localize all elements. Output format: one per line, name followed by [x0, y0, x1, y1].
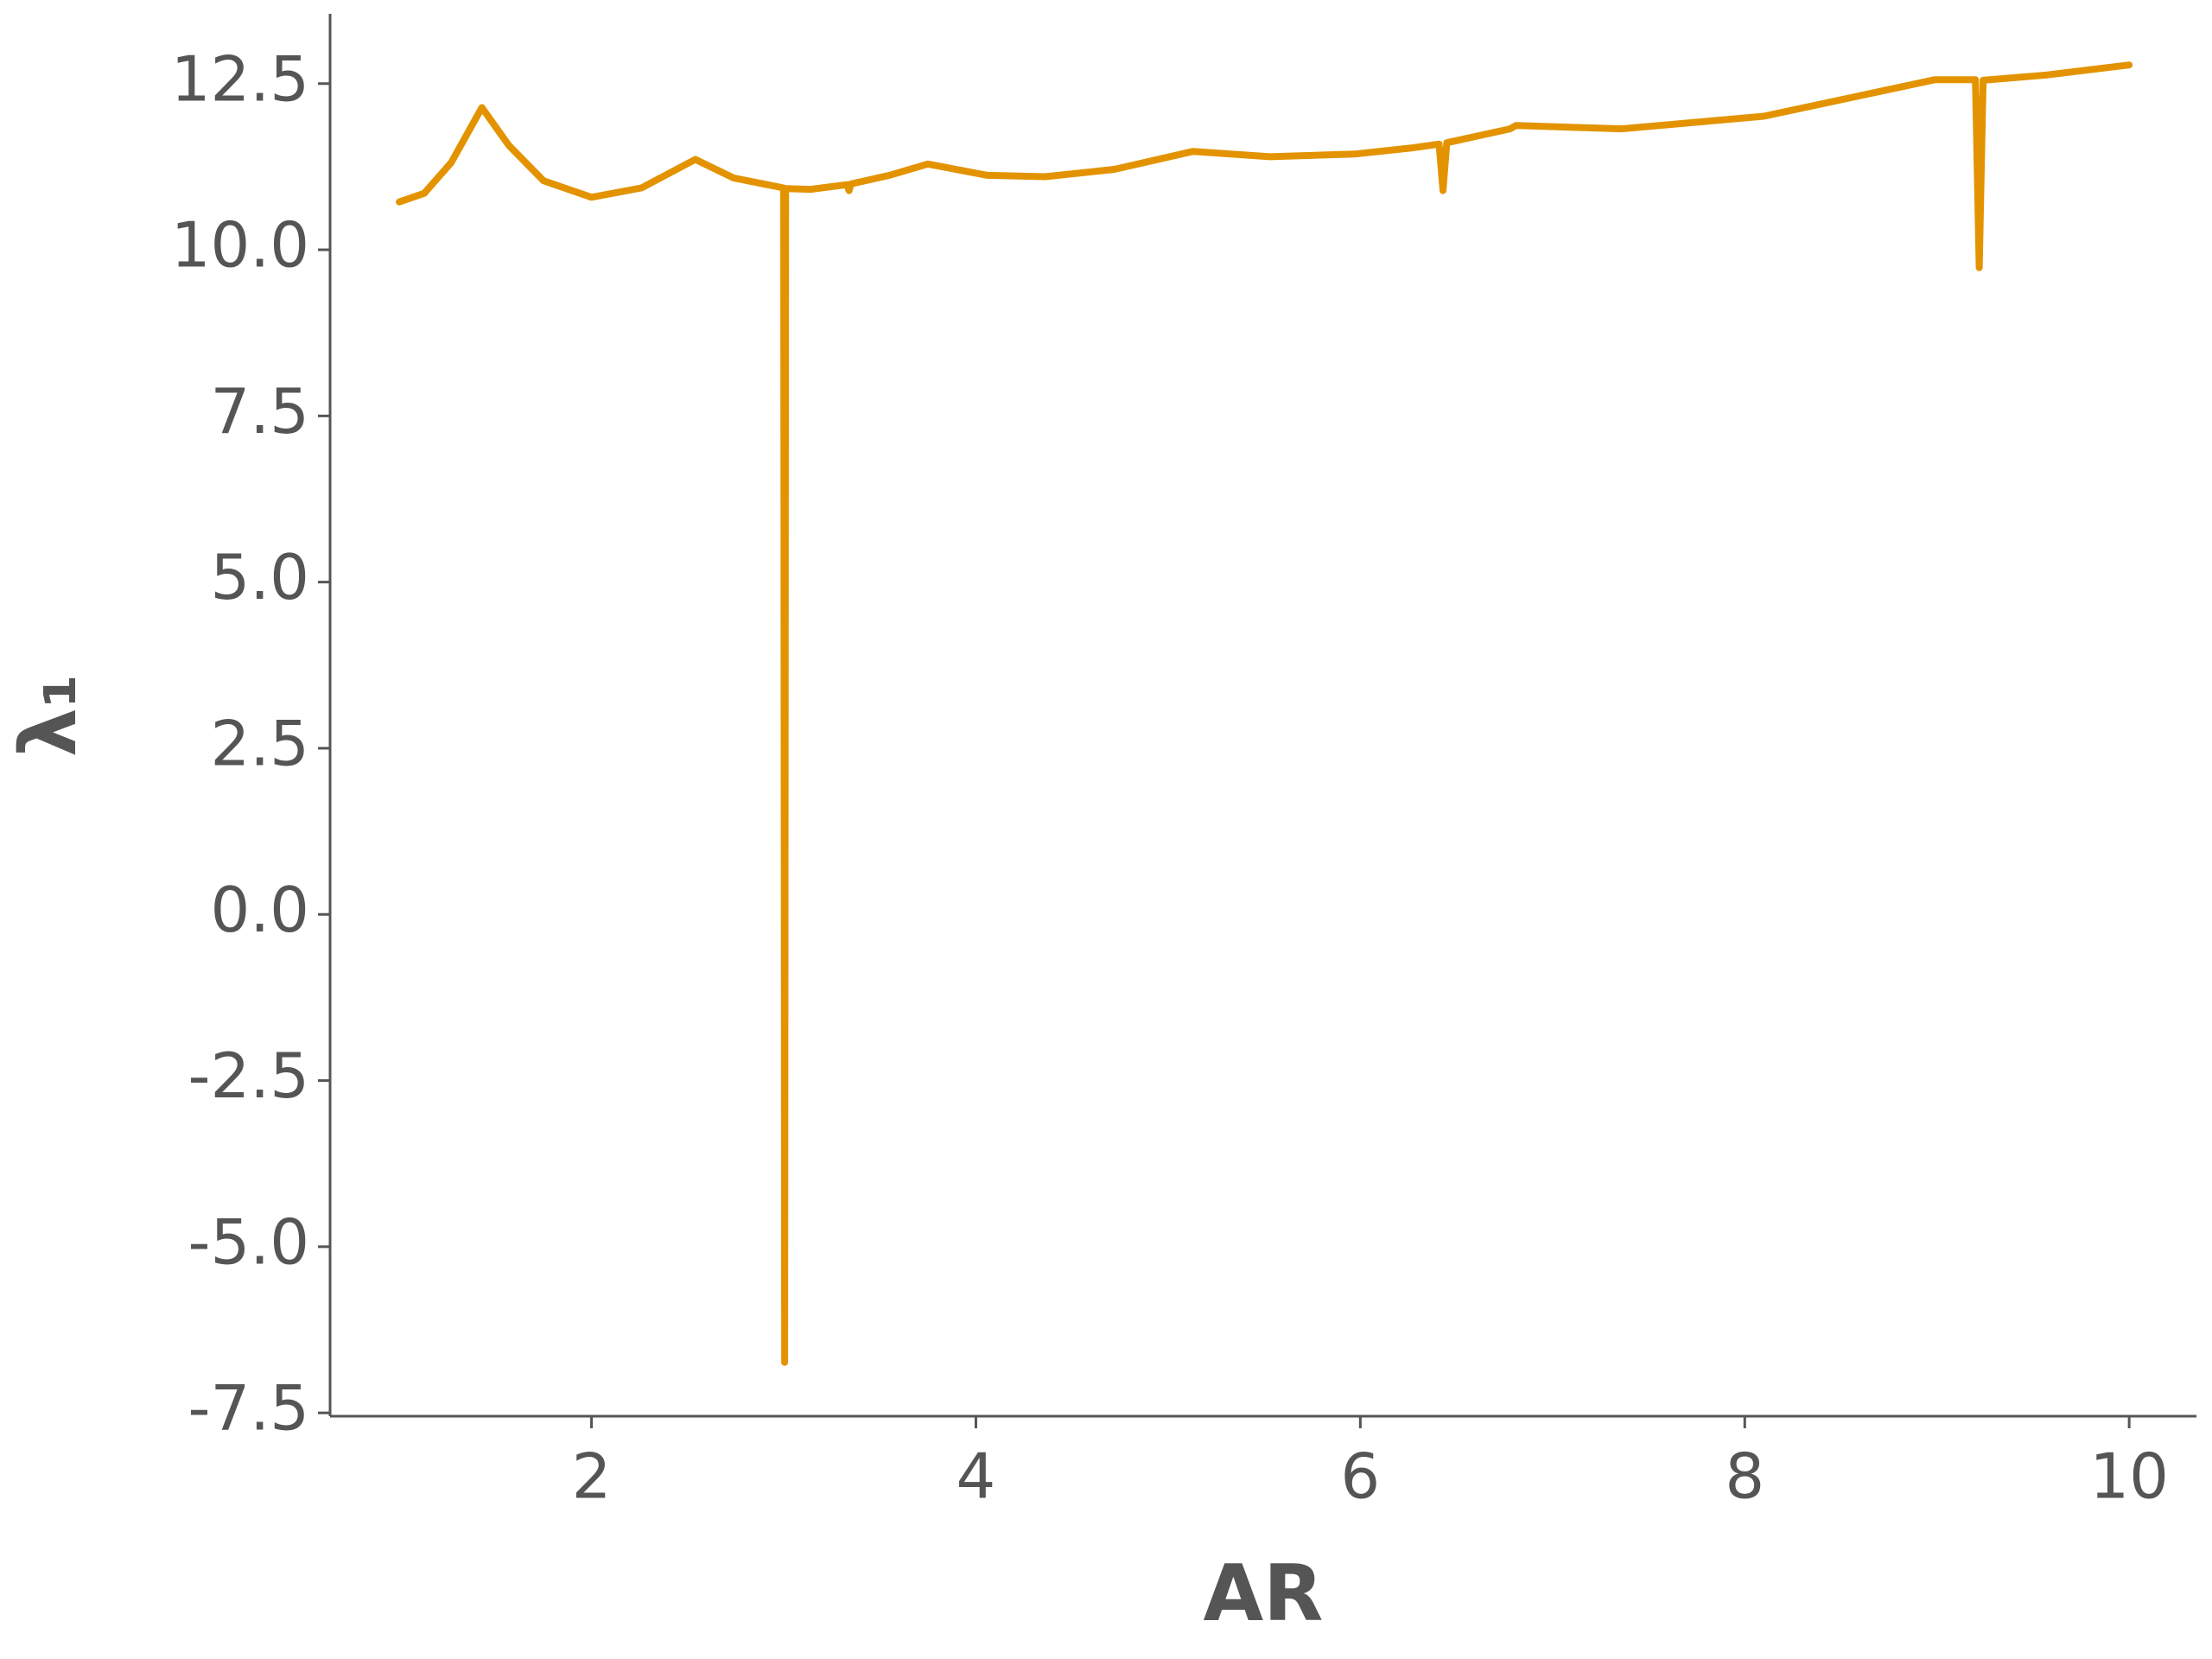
y-tick-label: 10.0 [171, 209, 309, 282]
y-axis-label: λ₁ [3, 674, 94, 757]
x-tick-label: 8 [1725, 1440, 1764, 1513]
x-axis-label: AR [1204, 1548, 1324, 1639]
x-tick-label: 10 [2089, 1440, 2169, 1513]
y-tick-label: 2.5 [210, 707, 309, 779]
x-tick-label: 2 [572, 1440, 612, 1513]
y-tick-label: 0.0 [210, 874, 309, 946]
y-tick-label: 5.0 [210, 541, 309, 613]
y-tick-label: 12.5 [171, 42, 309, 115]
x-tick-label: 6 [1340, 1440, 1380, 1513]
y-tick-label: -7.5 [188, 1372, 309, 1445]
x-tick-label: 4 [957, 1440, 996, 1513]
y-tick-label: -2.5 [188, 1039, 309, 1112]
y-tick-label: -5.0 [188, 1205, 309, 1278]
y-tick-label: 7.5 [210, 375, 309, 448]
line-series [396, 61, 2133, 1366]
